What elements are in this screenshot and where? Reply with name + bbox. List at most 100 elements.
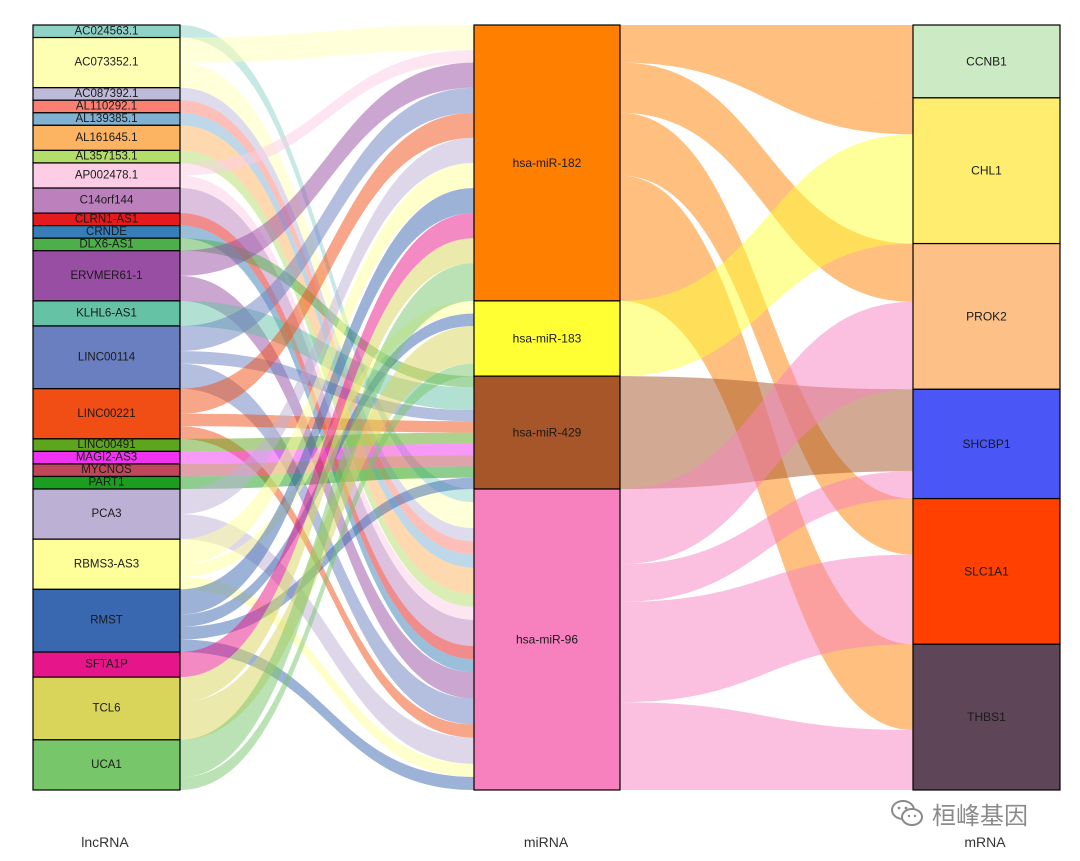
- node-box-uca1: [32, 739, 181, 791]
- node-box-c14orf144: [32, 187, 181, 214]
- node-box-slc1a1: [912, 497, 1061, 645]
- node-chl1: CHL1: [912, 97, 1061, 245]
- lnc-mir-link-al139385-1-to-hsa-mir-96: [180, 112, 474, 568]
- lnc-mir-link-al357153-1-to-hsa-mir-96: [180, 150, 474, 607]
- node-al110292-1: AL110292.1: [32, 99, 181, 114]
- node-sfta1p: SFTA1P: [32, 651, 181, 678]
- node-rmst: RMST: [32, 588, 181, 653]
- node-dlx6-as1: DLX6-AS1: [32, 237, 181, 252]
- node-al139385-1: AL139385.1: [32, 112, 181, 126]
- node-clrn1-as1: CLRN1-AS1: [32, 212, 181, 227]
- node-label-uca1: UCA1: [91, 759, 122, 771]
- node-box-al161645-1: [32, 124, 181, 152]
- mir-mrna-link-hsa-mir-182-to-ccnb1: [620, 25, 913, 98]
- column-label-mrna: mRNA: [964, 834, 1006, 850]
- node-label-ccnb1: CCNB1: [966, 54, 1007, 68]
- node-pca3: PCA3: [32, 488, 181, 540]
- lnc-mir-link-ervmer61-1-to-hsa-mir-96: [180, 275, 474, 699]
- node-box-linc00221: [32, 388, 181, 440]
- watermark-text: 桓峰基因: [932, 801, 1028, 830]
- node-label-ap002478-1: AP002478.1: [75, 169, 138, 181]
- lnc-mir-link-linc00221-to-hsa-mir-429: [180, 413, 474, 433]
- node-ac073352-1: AC073352.1: [32, 36, 181, 89]
- node-label-tcl6: TCL6: [92, 702, 120, 714]
- lnc-mir-link-rmst-to-hsa-mir-182: [180, 188, 474, 615]
- mir-mrna-link-hsa-mir-96-to-thbs1: [620, 702, 913, 790]
- lnc-mir-link-uca1-to-hsa-mir-183: [180, 363, 474, 790]
- node-uca1: UCA1: [32, 739, 181, 791]
- node-rbms3-as3: RBMS3-AS3: [32, 538, 181, 590]
- node-box-prok2: [912, 242, 1061, 390]
- node-box-rbms3-as3: [32, 538, 181, 590]
- links-layer: [180, 25, 913, 790]
- node-label-shcbp1: SHCBP1: [962, 437, 1010, 451]
- node-label-dlx6-as1: DLX6-AS1: [79, 238, 133, 250]
- node-mycnos: MYCNOS: [32, 463, 181, 478]
- lnc-mir-link-pca3-to-hsa-mir-96: [180, 514, 474, 764]
- lnc-mir-link-sfta1p-to-hsa-mir-182: [180, 213, 474, 678]
- node-hsa-mir-183: hsa-miR-183: [473, 300, 621, 377]
- node-label-rmst: RMST: [90, 615, 123, 627]
- node-box-chl1: [912, 97, 1061, 245]
- node-box-klhl6-as1: [32, 300, 181, 327]
- column-label-mirna: miRNA: [523, 834, 569, 850]
- node-al357153-1: AL357153.1: [32, 149, 181, 164]
- node-box-hsa-mir-96: [473, 488, 621, 791]
- node-box-hsa-mir-429: [473, 375, 621, 490]
- node-label-al139385-1: AL139385.1: [75, 113, 137, 125]
- node-box-linc00114: [32, 325, 181, 390]
- lnc-mir-link-rbms3-as3-to-hsa-mir-182: [180, 162, 474, 565]
- mir-mrna-link-hsa-mir-96-to-slc1a1: [620, 554, 913, 703]
- node-ac087392-1: AC087392.1: [32, 87, 181, 101]
- lnc-mir-link-rmst-to-hsa-mir-96: [180, 639, 474, 790]
- node-label-hsa-mir-96: hsa-miR-96: [516, 633, 578, 647]
- column-label-lncrna: lncRNA: [81, 834, 129, 850]
- node-label-linc00491: LINC00491: [77, 439, 135, 451]
- lnc-mir-link-rmst-to-hsa-mir-429: [180, 477, 474, 640]
- lnc-mir-link-dlx6-as1-to-hsa-mir-429: [180, 238, 474, 388]
- node-linc00221: LINC00221: [32, 388, 181, 440]
- node-label-klhl6-as1: KLHL6-AS1: [76, 307, 137, 319]
- node-ac024563-1: AC024563.1: [32, 24, 181, 39]
- node-box-sfta1p: [32, 651, 181, 678]
- lnc-mir-link-uca1-to-hsa-mir-182: [180, 263, 474, 778]
- lnc-mir-link-tcl6-to-hsa-mir-182: [180, 238, 474, 703]
- lnc-mir-link-linc00114-to-hsa-mir-182: [180, 87, 474, 352]
- node-ervmer61-1: ERVMER61-1: [32, 250, 181, 302]
- node-hsa-mir-96: hsa-miR-96: [473, 488, 621, 791]
- node-label-hsa-mir-429: hsa-miR-429: [513, 426, 582, 440]
- node-part1: PART1: [32, 475, 181, 490]
- lnc-mir-link-rbms3-as3-to-hsa-mir-96: [180, 576, 474, 777]
- node-label-hsa-mir-183: hsa-miR-183: [513, 332, 582, 346]
- node-al161645-1: AL161645.1: [32, 124, 181, 152]
- watermark: 桓峰基因: [890, 795, 1028, 831]
- lnc-mir-link-ervmer61-1-to-hsa-mir-182: [180, 62, 474, 276]
- node-tcl6: TCL6: [32, 676, 181, 741]
- node-label-thbs1: THBS1: [967, 710, 1006, 724]
- node-label-sfta1p: SFTA1P: [85, 659, 128, 671]
- node-label-chl1: CHL1: [971, 164, 1002, 178]
- node-hsa-mir-182: hsa-miR-182: [473, 24, 621, 302]
- node-label-magi2-as3: MAGI2-AS3: [76, 452, 137, 464]
- node-prok2: PROK2: [912, 242, 1061, 390]
- node-magi2-as3: MAGI2-AS3: [32, 450, 181, 465]
- node-crnde: CRNDE: [32, 225, 181, 239]
- node-box-ccnb1: [912, 24, 1061, 99]
- node-box-ap002478-1: [32, 162, 181, 189]
- lnc-mir-link-ac073352-1-to-hsa-mir-182: [180, 25, 474, 63]
- lnc-mir-link-c14orf144-to-hsa-mir-96: [180, 188, 474, 647]
- node-label-part1: PART1: [88, 477, 124, 489]
- lnc-mir-link-pca3-to-hsa-mir-182: [180, 137, 474, 515]
- node-label-linc00114: LINC00114: [78, 351, 136, 363]
- mir-mrna-link-hsa-mir-96-to-prok2: [620, 301, 913, 565]
- nodes-layer: AC024563.1 AC073352.1 AC087392.1AL110292.1…: [32, 24, 1061, 791]
- node-label-ac024563-1: AC024563.1: [75, 25, 139, 37]
- node-label-slc1a1: SLC1A1: [964, 564, 1009, 578]
- node-box-pca3: [32, 488, 181, 540]
- node-box-ervmer61-1: [32, 250, 181, 302]
- mir-mrna-link-hsa-mir-96-to-shcbp1: [620, 471, 913, 602]
- node-label-al110292-1: AL110292.1: [76, 101, 137, 113]
- lnc-mir-link-ac073352-1-to-hsa-mir-96: [180, 62, 474, 529]
- wechat-icon: [891, 800, 923, 826]
